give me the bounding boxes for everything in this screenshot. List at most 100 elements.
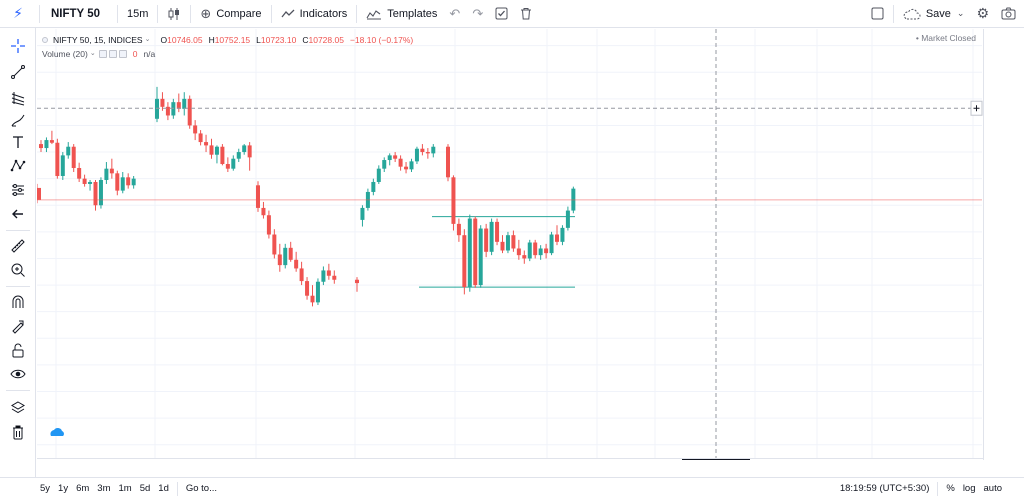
low-value: 10723.10 [260,35,297,45]
candle-body [176,102,181,109]
candle-body [522,255,527,259]
save-button[interactable]: Save ⌄ [897,0,971,28]
symbol-label: NIFTY 50 [51,7,100,20]
goto-button[interactable]: Go to... [185,483,218,494]
templates-label: Templates [387,7,438,20]
brush-tool[interactable] [8,110,28,130]
candle-body [104,168,109,180]
magnet-tool[interactable] [8,292,28,312]
hide-drawings-tool[interactable] [8,364,28,384]
range-1m-button[interactable]: 1m [118,483,132,494]
pitchfork-tool[interactable] [8,88,28,108]
open-label: O [160,35,168,45]
redo-button[interactable]: ↷ [466,0,489,28]
open-value: 10746.05 [167,35,203,45]
candle-body [242,145,247,153]
candle-body [71,146,76,169]
candle-body [165,106,170,116]
symbol-search-button[interactable]: NIFTY 50 [43,0,114,28]
eye-toggle-icon[interactable] [98,50,107,58]
candle-body [115,173,120,191]
logo-button[interactable]: ⚡ [0,0,36,28]
candle-body [360,207,365,220]
candle-body [305,281,310,296]
stay-drawing-tool[interactable] [8,316,28,336]
candle-body [261,207,266,216]
pattern-tool[interactable] [8,156,28,176]
log-scale-button[interactable]: log [962,483,976,494]
toolbar-divider [190,4,192,23]
candles-icon [168,7,180,20]
chart-type-button[interactable] [161,0,187,28]
range-3m-button[interactable]: 3m [97,483,111,494]
percent-scale-button[interactable]: % [946,483,955,494]
settings-button[interactable]: ⚙ [970,0,995,28]
candle-body [431,146,436,154]
templates-button[interactable]: Templates [360,0,443,28]
prediction-tool[interactable] [8,180,28,200]
camera-icon [1001,7,1016,20]
remove-toggle-icon[interactable] [118,50,127,58]
lock-drawings-tool[interactable] [8,340,28,360]
price-axis[interactable]: 10960.0010920.0010880.0010840.0010800.00… [983,29,984,460]
market-status: • Market Closed [915,33,976,43]
candle-body [209,145,214,155]
candle-body [171,102,176,116]
horizontal-lines[interactable] [419,216,575,288]
trash-icon [13,425,23,440]
interval-button[interactable]: 15m [121,0,154,28]
top-toolbar: ⚡ NIFTY 50 15m ⊕ Compare Indicators Temp… [0,0,1024,28]
candle-body [420,148,425,153]
high-value: 10752.15 [214,35,251,45]
candle-body [527,242,532,259]
range-5y-button[interactable]: 5y [40,483,51,494]
screenshot-button[interactable] [995,0,1024,28]
price-chart[interactable]: 10960.0010920.0010880.0010840.0010800.00… [37,29,984,460]
remove-drawings-button[interactable] [514,0,538,28]
alert-checkbox-button[interactable] [489,0,514,28]
candle-body [236,152,241,159]
time-axis[interactable]: 101314151615:0012:00181912:00212218 Jul … [37,458,984,460]
text-icon [13,136,23,148]
object-tree-tool[interactable] [8,398,28,418]
crosshair-time-badge [682,459,750,460]
volume-legend-row[interactable]: Volume (20) ⌄ 0 n/a [42,47,413,61]
hide-toolbar-button[interactable] [8,204,28,224]
zoom-in-icon [11,263,25,277]
tradingview-watermark[interactable] [50,427,64,436]
settings-toggle-icon[interactable] [108,50,117,58]
lock-drawing-icon [12,320,24,334]
indicators-button[interactable]: Indicators [275,0,354,28]
ruler-tool[interactable] [8,236,28,256]
range-6m-button[interactable]: 6m [76,483,90,494]
trendline-tool[interactable] [8,62,28,82]
chart-pane[interactable]: 10960.0010920.0010880.0010840.0010800.00… [37,29,984,460]
zoom-in-tool[interactable] [8,260,28,280]
candle-body [60,155,65,176]
toolbar-divider [937,481,939,496]
symbol-legend-row[interactable]: NIFTY 50, 15, INDICES ⌄ O 10746.05 H 10752… [42,33,413,47]
chevron-down-icon[interactable]: ⌄ [89,50,96,57]
crosshair [37,29,983,458]
fullscreen-button[interactable] [865,0,890,28]
compare-button[interactable]: ⊕ Compare [194,0,267,28]
auto-scale-button[interactable]: auto [983,483,1003,494]
range-1y-button[interactable]: 1y [58,483,69,494]
collapse-toggle-icon[interactable] [42,37,48,43]
text-tool[interactable] [8,132,28,152]
undo-button[interactable]: ↶ [443,0,466,28]
high-label: H [208,35,215,45]
candle-body [294,259,299,269]
candle-body [533,242,538,256]
candle-body [414,148,419,162]
toolbar-divider [356,4,358,23]
range-1d-button[interactable]: 1d [158,483,169,494]
candle-body [315,281,320,303]
range-5d-button[interactable]: 5d [139,483,151,494]
remove-tool[interactable] [8,422,28,442]
toolbar-divider [892,4,894,23]
clock-timezone-button[interactable]: 18:19:59 (UTC+5:30) [839,483,930,494]
candle-body [283,247,288,266]
crosshair-tool[interactable] [8,36,28,56]
chevron-down-icon[interactable]: ⌄ [144,36,151,43]
